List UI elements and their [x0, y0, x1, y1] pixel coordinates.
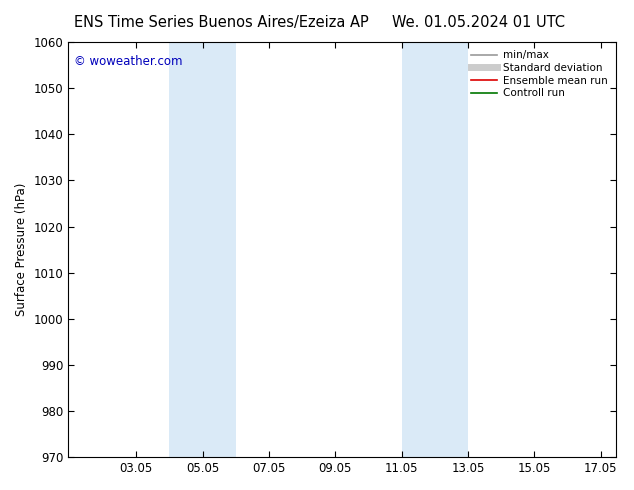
Y-axis label: Surface Pressure (hPa): Surface Pressure (hPa) [15, 183, 28, 316]
Bar [169, 42, 236, 457]
Text: ENS Time Series Buenos Aires/Ezeiza AP: ENS Time Series Buenos Aires/Ezeiza AP [74, 15, 369, 30]
Bar [401, 42, 468, 457]
Text: We. 01.05.2024 01 UTC: We. 01.05.2024 01 UTC [392, 15, 566, 30]
Text: © woweather.com: © woweather.com [74, 54, 182, 68]
Legend: min/max, Standard deviation, Ensemble mean run, Controll run: min/max, Standard deviation, Ensemble me… [468, 47, 611, 101]
